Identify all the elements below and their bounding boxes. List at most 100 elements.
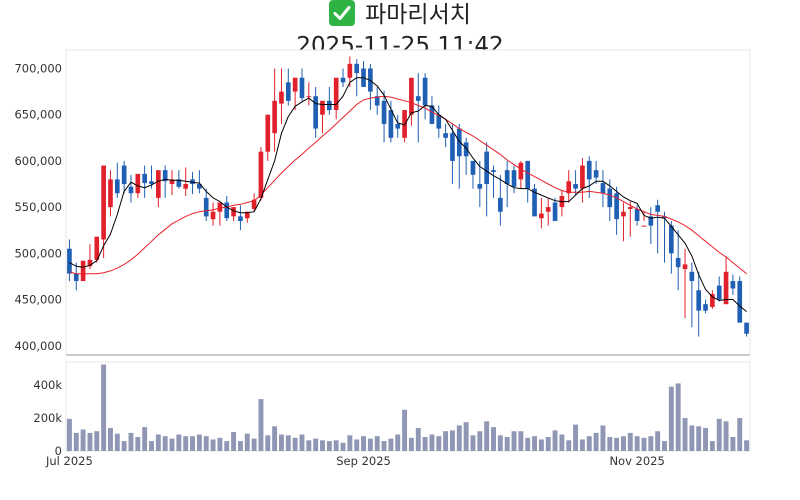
volume-bar [265,435,271,451]
candle-body [682,264,688,270]
volume-bar [162,436,168,451]
volume-bar [593,432,599,451]
volume-bar [388,438,394,451]
candle-body [662,216,667,219]
volume-bar [395,434,401,451]
volume-bar [538,439,544,451]
volume-bar [142,427,148,451]
candle-body [710,294,715,307]
candle-body [737,281,743,323]
candle-body [156,170,161,198]
candle-body [327,100,332,111]
volume-bar [101,364,107,451]
volume-bar [566,440,572,451]
volume-bar [737,418,743,451]
candle-body [210,211,216,220]
check-mark-icon [329,0,356,26]
date-tick-label: Nov 2025 [609,454,664,468]
volume-bar [258,399,264,451]
candle-body [593,170,599,178]
volume-plot-area [65,361,751,452]
volume-bar [449,430,455,451]
moving-average-short-line [69,77,747,312]
price-tick-label: 550,000 [14,200,62,214]
candle-body [641,225,647,227]
volume-bar [689,425,695,451]
candle-body [744,322,749,334]
candle-body [306,96,312,98]
candle-body [67,248,72,274]
candle-body [477,184,483,189]
volume-bar [600,425,606,451]
volume-bar [497,435,503,451]
volume-bar [361,436,367,451]
volume-bar [354,439,360,451]
moving-average-long-line [69,95,747,275]
volume-bar [272,426,278,451]
candle-body [511,170,517,187]
candle-body [285,82,291,101]
volume-bar [149,441,154,451]
volume-bar [422,436,428,451]
volume-bar [347,435,353,451]
candle-body [265,114,271,152]
volume-bar [135,436,141,451]
volume-bar [107,427,113,451]
candle-body [689,271,695,282]
stock-name-line: 파마리서치 [0,0,800,31]
candle-body [600,183,606,194]
candle-body [607,188,613,208]
volume-bar [518,431,524,451]
volume-bar [128,432,134,451]
candle-body [586,160,592,180]
volume-bar [320,440,325,451]
volume-bar [627,432,633,451]
volume-bar [668,386,674,451]
volume-bar [244,433,250,451]
volume-bar [470,435,476,451]
candle-body [251,199,257,209]
candle-body [374,96,380,106]
volume-bar [326,441,332,451]
candle-body [395,123,401,129]
volume-bar [217,437,223,451]
candle-body [279,91,284,104]
volume-bar [463,422,469,451]
volume-bar [87,432,93,451]
candle-body [94,236,100,260]
volume-bar [634,436,640,451]
volume-bar [716,418,722,451]
volume-bar [333,440,339,451]
price-tick-label: 450,000 [14,293,62,307]
candle-body [573,184,578,189]
volume-bar [436,436,442,451]
volume-tick-label: 400k [33,378,62,392]
candle-body [87,259,93,267]
volume-bar [80,429,86,451]
candle-body [456,128,462,157]
volume-bar [682,418,688,451]
volume-bar [176,434,182,451]
candle-body [73,273,79,282]
volume-bar [66,418,72,451]
candle-body [272,100,277,134]
volume-bar [190,436,196,451]
volume-bar [313,438,319,451]
candle-body [627,207,633,209]
candle-body [580,165,585,189]
candle-body [142,173,147,184]
volume-tick-label: 0 [55,444,62,458]
candle-body [231,207,236,217]
candle-body [183,184,189,189]
candle-body [450,133,455,161]
volume-bar [579,439,585,451]
volume-bar [73,432,79,451]
candle-body [381,100,387,124]
volume-bar [340,442,346,451]
volume-bar [614,437,620,451]
candle-body [149,181,154,185]
volume-bar [607,436,613,451]
candle-body [655,205,660,212]
volume-bar [169,438,175,451]
volume-bar [203,436,209,451]
